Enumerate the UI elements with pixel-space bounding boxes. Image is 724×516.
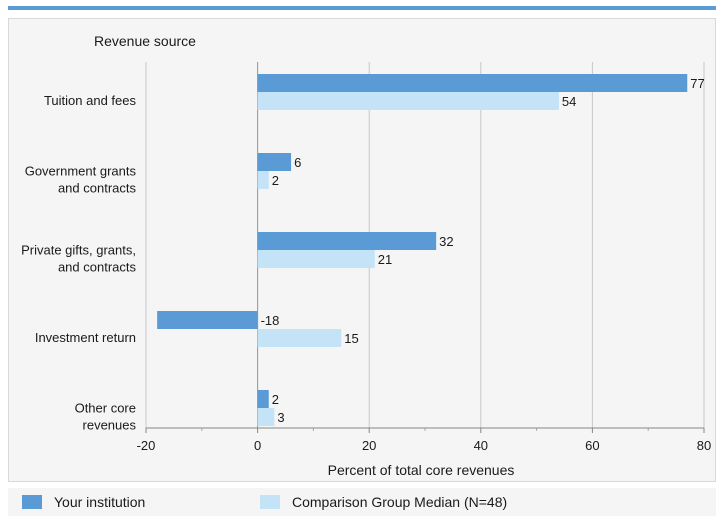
legend-label: Your institution: [54, 494, 146, 510]
bar-chart: -20 0 20 40 60 80 Tuition and fees Government g…: [21, 33, 711, 478]
bar-your-institution: [157, 311, 258, 329]
bar-value-label: 2: [272, 392, 279, 407]
bar-comparison-median: [257, 408, 275, 426]
bar-value-label: 21: [378, 252, 392, 267]
x-tick-label: -20: [137, 438, 156, 453]
bar-comparison-median: [257, 329, 342, 347]
bar-comparison-median: [257, 250, 375, 268]
bar-value-label: 15: [344, 331, 358, 346]
bar-your-institution: [257, 153, 292, 171]
bar-value-label: 6: [294, 155, 301, 170]
x-tick-label: 80: [697, 438, 711, 453]
x-tick-label: 0: [254, 438, 261, 453]
category-label: and contracts: [58, 181, 137, 196]
legend-item-your-institution: Your institution: [22, 494, 145, 510]
category-label: Investment return: [35, 330, 136, 345]
bar-comparison-median: [257, 92, 559, 110]
x-axis-title: Percent of total core revenues: [328, 462, 515, 478]
category-label: Private gifts, grants,: [21, 243, 136, 258]
bar-value-label: -18: [261, 313, 280, 328]
bar-value-label: 3: [277, 410, 284, 425]
bar-value-label: 32: [439, 234, 453, 249]
top-accent-rule: [8, 6, 716, 10]
bar-comparison-median: [257, 171, 269, 189]
legend-swatch-your-institution: [22, 495, 42, 509]
bar-your-institution: [257, 390, 269, 408]
category-label: Government grants: [25, 164, 137, 179]
bar-your-institution: [257, 232, 437, 250]
legend-label: Comparison Group Median (N=48): [292, 494, 508, 510]
category-label: revenues: [83, 418, 137, 433]
bars: [157, 74, 688, 426]
bar-value-label: 54: [562, 94, 576, 109]
legend-item-comparison-median: Comparison Group Median (N=48): [260, 494, 507, 510]
category-label: Other core: [75, 401, 136, 416]
legend-swatch-comparison-median: [260, 495, 280, 509]
x-tick-label: 60: [585, 438, 599, 453]
x-tick-label: 40: [474, 438, 488, 453]
bar-value-label: 2: [272, 173, 279, 188]
category-label: Tuition and fees: [44, 93, 137, 108]
bar-your-institution: [257, 74, 688, 92]
x-tick-label: 20: [362, 438, 376, 453]
bar-value-label: 77: [690, 76, 704, 91]
labels: -20 0 20 40 60 80 Tuition and fees Government g…: [21, 76, 711, 453]
legend: Your institution Comparison Group Median…: [8, 488, 716, 516]
category-label: and contracts: [58, 260, 137, 275]
y-axis-title: Revenue source: [94, 33, 196, 49]
